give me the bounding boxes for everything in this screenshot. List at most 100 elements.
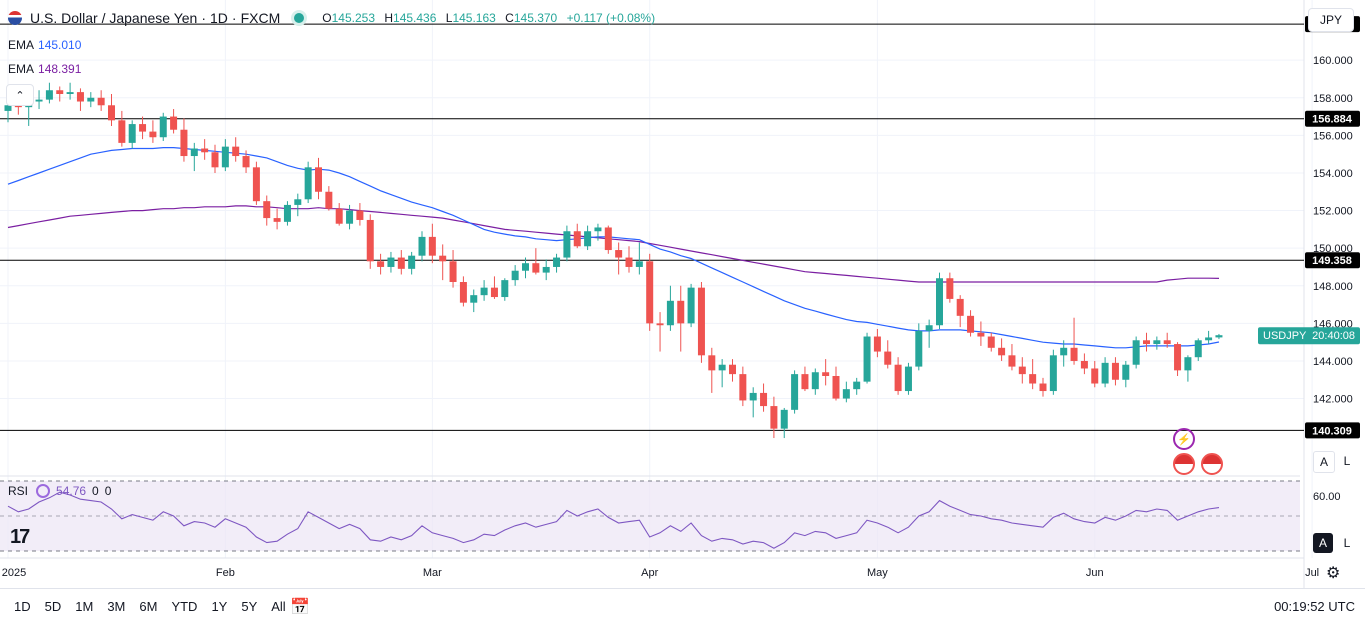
candle-body — [749, 392, 757, 401]
candle-body — [1008, 355, 1016, 367]
candle-body — [522, 263, 529, 271]
range-button-5d[interactable]: 5D — [44, 599, 62, 614]
candle-body — [356, 210, 364, 220]
candle-body — [884, 351, 892, 365]
symbol-interval: 1D — [210, 10, 228, 26]
candle-body — [646, 261, 654, 324]
ema-slow-path — [7, 205, 1220, 283]
level-label-box — [1305, 252, 1360, 269]
time-tick-label: May — [867, 567, 888, 579]
event-lightning-icon[interactable]: ⚡ — [1173, 428, 1195, 450]
candle-body — [542, 266, 550, 273]
price-axis[interactable]: 142.000144.000146.000148.000150.000152.0… — [1313, 55, 1353, 405]
candle-body — [1153, 340, 1161, 345]
candle-body — [1111, 362, 1119, 380]
candle-body — [604, 227, 612, 251]
symbol-header[interactable]: U.S. Dollar / Japanese Yen · 1D · FXCM O… — [8, 10, 661, 26]
candle-body — [656, 323, 664, 326]
candle-body — [760, 392, 768, 407]
candle-body — [56, 90, 64, 94]
candle-body — [1101, 362, 1109, 384]
time-tick-label: Mar — [423, 567, 442, 579]
time-tick-label: Apr — [641, 567, 658, 579]
date-range-buttons[interactable]: 1D 5D 1M 3M 6M YTD 1Y 5Y All — [14, 599, 300, 614]
candle-body — [45, 90, 53, 100]
range-button-ytd[interactable]: YTD — [171, 599, 198, 614]
utc-clock[interactable]: 00:19:52 UTC — [1274, 599, 1355, 614]
ema-slow-label: EMA — [8, 62, 35, 76]
candle-body — [128, 124, 136, 143]
ema-fast-legend[interactable]: EMA 145.010 — [8, 38, 81, 52]
candle-body — [149, 131, 157, 138]
us-event-flag-icon[interactable] — [1201, 453, 1223, 475]
range-button-1d[interactable]: 1D — [14, 599, 31, 614]
time-axis[interactable]: 2025 Feb Mar Apr May Jun Jul — [2, 567, 1319, 579]
header-separator: · — [231, 10, 237, 26]
ema-fast-path — [7, 147, 1220, 349]
collapse-legend-button[interactable]: ⌃ — [6, 84, 34, 106]
candle-body — [408, 255, 416, 269]
range-button-3m[interactable]: 3M — [107, 599, 126, 614]
rsi-level-label: 60.00 — [1313, 491, 1341, 503]
candle-body — [66, 92, 74, 94]
last-price-label: USDJPY 20:40:08 — [1258, 327, 1360, 345]
ema-slow-line — [7, 205, 1220, 283]
range-button-all[interactable]: All — [271, 599, 286, 614]
range-button-5y[interactable]: 5Y — [241, 599, 258, 614]
rsi-auto-scale-button[interactable]: A — [1313, 533, 1333, 553]
us-flag-icon — [8, 11, 22, 25]
ohlc-values: O145.253 H145.436 L145.163 C145.370 +0.1… — [322, 11, 656, 25]
candle-body — [387, 257, 395, 267]
candle-body — [490, 287, 498, 298]
range-button-1y[interactable]: 1Y — [211, 599, 228, 614]
price-tick-label: 142.000 — [1313, 394, 1353, 406]
candle-body — [1060, 347, 1068, 356]
rsi-extra-1: 0 — [92, 484, 99, 498]
candle-body — [273, 218, 281, 222]
price-tick-label: 148.000 — [1313, 281, 1353, 293]
candle-body — [118, 120, 126, 143]
time-tick-label: 2025 — [2, 567, 26, 579]
candle-body — [718, 364, 726, 371]
candle-body — [201, 148, 209, 153]
candle-body — [1091, 368, 1099, 384]
rsi-legend[interactable]: RSI 54.76 0 0 — [8, 484, 111, 498]
range-button-6m[interactable]: 6M — [139, 599, 158, 614]
symbol-title: U.S. Dollar / Japanese Yen — [30, 10, 198, 26]
candle-body — [377, 261, 385, 267]
candle-body — [1018, 366, 1026, 375]
auto-scale-button[interactable]: A — [1313, 451, 1335, 473]
price-tick-label: 150.000 — [1313, 243, 1353, 255]
currency-selector[interactable]: JPY — [1308, 8, 1354, 32]
tradingview-logo-icon[interactable]: 17 — [10, 526, 30, 548]
ema-slow-legend[interactable]: EMA 148.391 — [8, 62, 81, 76]
candle-body — [366, 219, 374, 262]
calendar-range-icon[interactable]: 📅 — [290, 599, 310, 616]
price-tick-label: 144.000 — [1313, 356, 1353, 368]
price-tick-label: 154.000 — [1313, 168, 1353, 180]
candle-body — [1143, 340, 1150, 345]
candle-body — [159, 116, 167, 138]
candle-body — [863, 336, 871, 382]
candles[interactable] — [4, 82, 1223, 439]
candle-body — [470, 295, 478, 303]
candle-body — [346, 210, 354, 224]
candle-body — [511, 270, 519, 281]
candle-body — [936, 278, 943, 326]
candle-body — [791, 374, 799, 410]
bar-countdown: 20:40:08 — [1312, 330, 1355, 342]
candle-body — [14, 105, 22, 108]
candle-body — [1049, 355, 1057, 392]
candle-body — [449, 261, 457, 282]
rsi-log-scale-button[interactable]: L — [1343, 536, 1351, 550]
rsi-settings-icon[interactable] — [36, 484, 51, 498]
range-button-1m[interactable]: 1M — [75, 599, 94, 614]
candle-body — [780, 409, 788, 429]
settings-gear-icon[interactable]: ⚙ — [1326, 565, 1341, 582]
us-event-flag-icon[interactable] — [1173, 453, 1195, 475]
time-tick-label: Jun — [1086, 567, 1104, 579]
log-scale-button[interactable]: L — [1343, 454, 1351, 468]
candle-body — [573, 231, 581, 247]
candle-body — [232, 146, 240, 157]
